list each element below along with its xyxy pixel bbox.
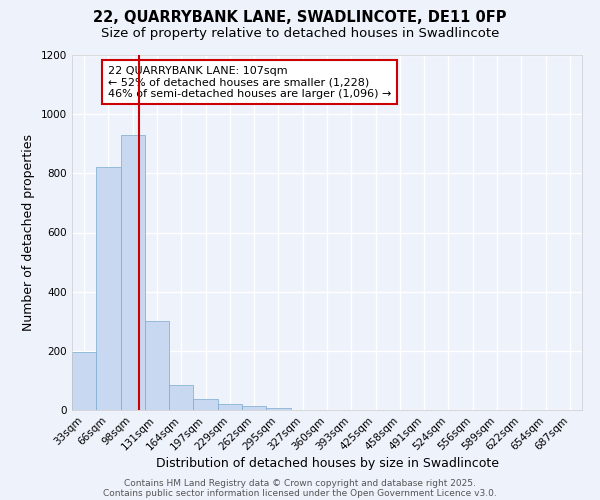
Bar — [121, 135, 145, 410]
Y-axis label: Number of detached properties: Number of detached properties — [22, 134, 35, 331]
Bar — [266, 408, 290, 410]
X-axis label: Distribution of detached houses by size in Swadlincote: Distribution of detached houses by size … — [155, 458, 499, 470]
Bar — [96, 168, 121, 410]
Bar — [72, 352, 96, 410]
Bar — [169, 385, 193, 410]
Bar — [145, 321, 169, 410]
Text: Contains public sector information licensed under the Open Government Licence v3: Contains public sector information licen… — [103, 488, 497, 498]
Text: 22 QUARRYBANK LANE: 107sqm
← 52% of detached houses are smaller (1,228)
46% of s: 22 QUARRYBANK LANE: 107sqm ← 52% of deta… — [108, 66, 391, 99]
Bar — [242, 406, 266, 410]
Bar — [218, 404, 242, 410]
Text: Contains HM Land Registry data © Crown copyright and database right 2025.: Contains HM Land Registry data © Crown c… — [124, 478, 476, 488]
Text: Size of property relative to detached houses in Swadlincote: Size of property relative to detached ho… — [101, 28, 499, 40]
Bar — [193, 399, 218, 410]
Text: 22, QUARRYBANK LANE, SWADLINCOTE, DE11 0FP: 22, QUARRYBANK LANE, SWADLINCOTE, DE11 0… — [93, 10, 507, 25]
